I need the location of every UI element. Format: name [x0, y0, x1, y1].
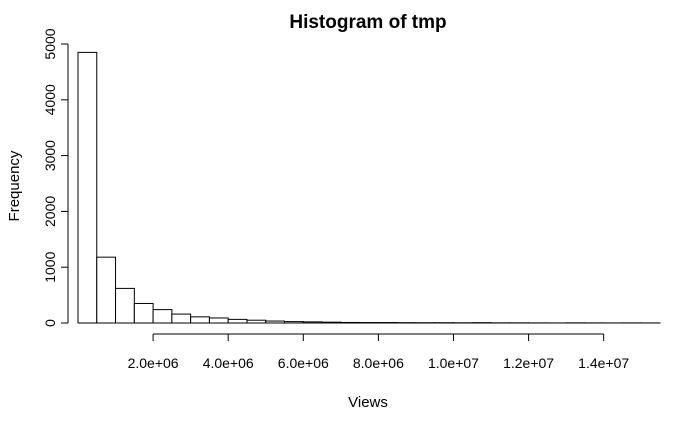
histogram-bar: [190, 316, 210, 324]
histogram-bar: [77, 51, 98, 324]
x-tick-label: 1.4e+07: [578, 355, 629, 371]
x-tick-label: 1.2e+07: [503, 355, 554, 371]
x-tick-label: 4.0e+06: [203, 355, 254, 371]
histogram-bar: [265, 320, 286, 324]
histogram-bars: [77, 51, 661, 324]
histogram-bar: [284, 321, 304, 324]
x-tick-label: 1.0e+07: [428, 355, 479, 371]
x-axis-label: Views: [348, 394, 388, 411]
y-axis-label: Frequency: [6, 150, 23, 221]
x-tick-label: 8.0e+06: [353, 355, 404, 371]
y-tick-label: 4000: [42, 84, 58, 115]
y-tick-label: 3000: [42, 140, 58, 171]
y-tick-label: 5000: [42, 28, 58, 59]
histogram-bar: [227, 318, 248, 324]
histogram-bar: [152, 309, 173, 324]
y-tick-label: 0: [42, 319, 58, 327]
x-tick-label: 2.0e+06: [128, 355, 179, 371]
histogram-bar: [171, 313, 192, 324]
histogram-bar: [340, 321, 361, 324]
y-axis: 0 1000 2000 3000 4000 5000: [42, 28, 69, 327]
histogram-bar: [115, 287, 135, 324]
y-tick-label: 2000: [42, 196, 58, 227]
y-tick-label: 1000: [42, 251, 58, 282]
histogram-bar: [302, 321, 323, 324]
chart-title: Histogram of tmp: [289, 12, 446, 33]
histogram-bar: [246, 319, 267, 324]
x-axis: 2.0e+06 4.0e+06 6.0e+06 8.0e+06 1.0e+07 1.2e+…: [128, 333, 629, 371]
histogram-bar: [133, 302, 154, 324]
histogram-bar: [96, 256, 117, 324]
x-tick-label: 6.0e+06: [278, 355, 329, 371]
histogram-bar: [208, 317, 229, 324]
histogram-bar: [321, 321, 342, 324]
